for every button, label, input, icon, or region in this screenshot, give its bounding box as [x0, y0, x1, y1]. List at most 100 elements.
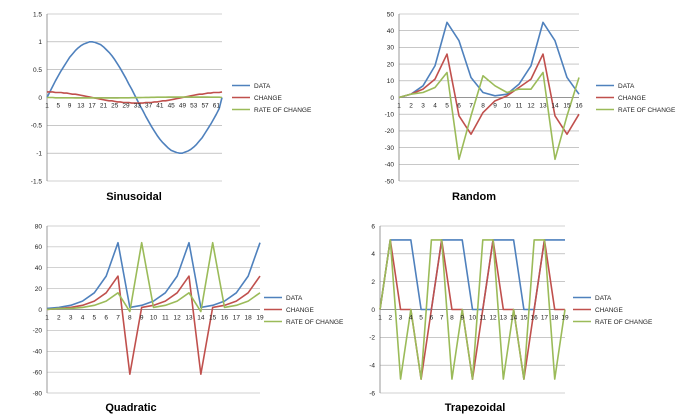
chart2-y-tick-label: -20 — [385, 128, 395, 135]
chart1-x-tick-label: 61 — [213, 103, 221, 110]
chart3-y-tick-label: -80 — [33, 390, 43, 397]
chart3-x-tick-label: 2 — [57, 315, 61, 322]
chart4-x-tick-label: 4 — [409, 315, 413, 322]
chart1-y-tick-label: -1 — [36, 150, 42, 157]
chart1-legend-label: DATA — [254, 83, 271, 90]
chart2-y-tick-label: 30 — [387, 45, 395, 52]
chart3-x-tick-label: 7 — [116, 315, 120, 322]
chart1-y-tick-label: 1.5 — [33, 11, 42, 18]
chart4-x-tick-label: 18 — [551, 315, 559, 322]
chart4-x-tick-label: 12 — [489, 315, 497, 322]
chart4-x-tick-label: 3 — [399, 315, 403, 322]
chart2-y-tick-label: 40 — [387, 28, 395, 35]
chart4-x-tick-label: 15 — [520, 315, 528, 322]
chart3-series-rate-of-change-line — [46, 241, 261, 313]
chart1-x-tick-label: 45 — [168, 103, 176, 110]
chart1-x-tick-label: 49 — [179, 103, 187, 110]
chart3-legend-label: RATE OF CHANGE — [286, 319, 344, 326]
chart4-y-tick-label: -4 — [369, 362, 375, 369]
chart3-x-tick-label: 17 — [233, 315, 241, 322]
chart1-x-tick-label: 9 — [68, 103, 72, 110]
chart3-x-tick-label: 12 — [174, 315, 182, 322]
chart4-legend-label: RATE OF CHANGE — [595, 319, 653, 326]
chart4-x-tick-label: 10 — [469, 315, 477, 322]
chart1-y-tick-label: 0 — [38, 95, 42, 102]
chart4-legend-label: CHANGE — [595, 307, 623, 314]
chart4-x-tick-label: 9 — [460, 315, 464, 322]
chart2-y-tick-label: -50 — [385, 178, 395, 185]
chart2-legend-label: DATA — [618, 83, 635, 90]
chart3-x-tick-label: 13 — [185, 315, 193, 322]
chart2-x-tick-label: 14 — [551, 103, 559, 110]
chart1-x-tick-label: 1 — [45, 103, 49, 110]
chart2-x-tick-label: 8 — [481, 103, 485, 110]
chart2-series-rate-of-change-line — [398, 71, 580, 161]
chart4-x-tick-label: 13 — [500, 315, 508, 322]
chart4-title: Trapezoidal — [445, 402, 506, 414]
chart3-y-tick-label: 20 — [35, 286, 43, 293]
chart2-x-tick-label: 7 — [469, 103, 473, 110]
chart2-x-tick-label: 2 — [409, 103, 413, 110]
chart3-x-tick-label: 4 — [81, 315, 85, 322]
chart3-x-tick-label: 1 — [45, 315, 49, 322]
chart3-x-tick-label: 3 — [69, 315, 73, 322]
chart3-x-tick-label: 15 — [209, 315, 217, 322]
chart3-x-tick-label: 10 — [150, 315, 158, 322]
chart1-series-data-line — [46, 41, 223, 154]
chart3-x-tick-label: 9 — [140, 315, 144, 322]
chart1-x-tick-label: 53 — [190, 103, 198, 110]
chart4-x-tick-label: 14 — [510, 315, 518, 322]
chart1-title: Sinusoidal — [106, 191, 162, 203]
chart4-x-tick-label: 19 — [561, 315, 569, 322]
chart2-x-tick-label: 13 — [539, 103, 547, 110]
chart3-y-tick-label: -40 — [33, 349, 43, 356]
chart2-legend-label: RATE OF CHANGE — [618, 107, 676, 114]
chart1-series-change-line — [47, 91, 223, 104]
chart4-x-tick-label: 16 — [531, 315, 539, 322]
chart4-y-tick-label: 6 — [371, 223, 375, 230]
chart1-x-tick-label: 17 — [89, 103, 97, 110]
chart2-y-tick-label: 20 — [387, 61, 395, 68]
chart2-x-tick-label: 12 — [527, 103, 535, 110]
chart3-x-tick-label: 8 — [128, 315, 132, 322]
chart3-y-tick-label: 0 — [38, 307, 42, 314]
chart2-title: Random — [452, 191, 496, 203]
chart4-legend-label: DATA — [595, 295, 612, 302]
chart3-y-tick-label: 60 — [35, 244, 43, 251]
chart3-x-tick-label: 11 — [162, 315, 169, 322]
chart1-x-tick-label: 29 — [122, 103, 130, 110]
chart2-y-tick-label: 10 — [387, 78, 395, 85]
chart3-x-tick-label: 18 — [245, 315, 253, 322]
chart1-x-tick-label: 5 — [56, 103, 60, 110]
chart2-x-tick-label: 4 — [433, 103, 437, 110]
chart3-y-tick-label: -60 — [33, 369, 43, 376]
chart3-y-tick-label: -20 — [33, 328, 43, 335]
chart2-y-tick-label: 0 — [390, 95, 394, 102]
chart2-x-tick-label: 10 — [503, 103, 511, 110]
chart3-x-tick-label: 14 — [197, 315, 205, 322]
chart1-x-tick-label: 25 — [111, 103, 119, 110]
chart2-series-change-line — [398, 53, 580, 136]
chart1-y-tick-label: -1.5 — [31, 178, 43, 185]
chart2-x-tick-label: 6 — [457, 103, 461, 110]
chart1-x-tick-label: 21 — [100, 103, 108, 110]
chart2-x-tick-label: 5 — [445, 103, 449, 110]
chart1-y-tick-label: -0.5 — [31, 123, 43, 130]
chart3-y-tick-label: 40 — [35, 265, 43, 272]
chart2-x-tick-label: 15 — [563, 103, 571, 110]
chart3-legend-label: DATA — [286, 295, 303, 302]
chart4-x-tick-label: 11 — [479, 315, 486, 322]
chart2-series-data-line — [398, 21, 580, 99]
chart2-y-tick-label: -40 — [385, 162, 395, 169]
chart2-y-tick-label: -10 — [385, 112, 395, 119]
chart3-series-change-line — [46, 275, 261, 376]
chart4-y-tick-label: -2 — [369, 335, 375, 342]
chart4-y-tick-label: 4 — [371, 251, 375, 258]
chart2-y-tick-label: 50 — [387, 11, 395, 18]
chart4-x-tick-label: 1 — [378, 315, 382, 322]
chart4-y-tick-label: 2 — [371, 279, 375, 286]
chart3-title: Quadratic — [105, 402, 156, 414]
chart4-y-tick-label: 0 — [371, 307, 375, 314]
chart4-series-rate-of-change-line — [379, 239, 566, 380]
chart4-x-tick-label: 2 — [388, 315, 392, 322]
